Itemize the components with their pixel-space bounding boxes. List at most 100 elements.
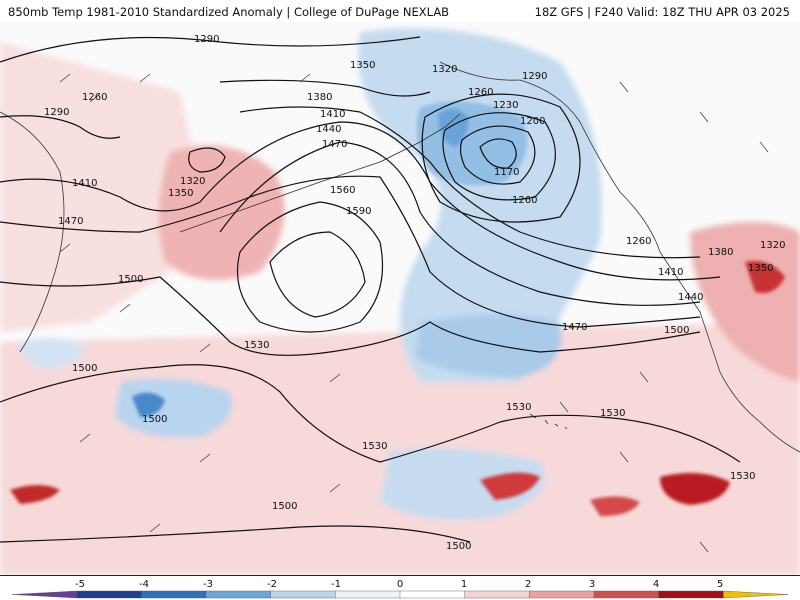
contour-label: 1560 [330, 185, 355, 196]
colorbar-graphic: -5 -4 -3 -2 -1 0 1 2 3 4 5 [11, 579, 789, 599]
contour-label: 1230 [493, 100, 518, 111]
colorbar-tick-label: -2 [267, 579, 277, 590]
contour-low-1260 [421, 93, 581, 223]
asia-coast [0, 111, 65, 353]
contour-label: 1320 [432, 64, 457, 75]
warm-core-south-center [480, 472, 540, 500]
colorbar-swatch [205, 590, 272, 599]
warm-core-southwest [10, 485, 60, 504]
contour-1500-south [0, 525, 471, 543]
aleutian-coastline [179, 113, 461, 233]
alaska-coastline [439, 61, 661, 253]
contour-label: 1440 [678, 292, 703, 303]
contour-1500-main [0, 276, 701, 356]
warm-core-south-right [590, 496, 640, 517]
contour-1350-north [219, 79, 431, 97]
contour-label: 1500 [142, 414, 167, 425]
contour-label: 1320 [180, 176, 205, 187]
colorbar-swatch [270, 590, 337, 599]
contour-label: 1350 [350, 60, 375, 71]
contour-label: 1530 [600, 408, 625, 419]
contour-label: 1530 [730, 471, 755, 482]
contour-label: 1200 [520, 116, 545, 127]
colorbar-swatch [529, 590, 595, 599]
contour-label: 1470 [58, 216, 83, 227]
colorbar-ticks: -5 -4 -3 -2 -1 0 1 2 3 4 5 [75, 579, 723, 590]
title-bar: 850mb Temp 1981-2010 Standardized Anomal… [0, 0, 800, 22]
colorbar-swatch [723, 590, 789, 599]
colorbar-swatch [658, 590, 725, 599]
contour-label: 1500 [664, 325, 689, 336]
contour-label: 1290 [194, 34, 219, 45]
contour-1440 [219, 141, 701, 306]
contour-label: 1530 [244, 340, 269, 351]
cool-core-west [132, 392, 165, 417]
map-area: 1290 1350 1320 1290 1260 1230 1200 1170 … [0, 22, 800, 575]
contour-label: 1590 [346, 206, 371, 217]
contour-1470 [0, 175, 701, 328]
warm-core-south-east [660, 473, 730, 505]
contour-label: 1290 [44, 107, 69, 118]
colorbar-tick-label: -1 [331, 579, 341, 590]
cool-anomaly-southeast-lobe [415, 314, 562, 377]
colorbar-tick-label: 1 [461, 579, 467, 590]
colorbar-tick-label: 4 [653, 579, 659, 590]
colorbar-tick-label: 0 [397, 579, 403, 590]
contour-label: 1410 [320, 109, 345, 120]
cool-anomaly-west [115, 378, 232, 438]
contour-label: 1320 [760, 240, 785, 251]
contour-ridge-west [188, 147, 226, 173]
contour-labels: 1290 1350 1320 1290 1260 1230 1200 1170 … [44, 34, 785, 552]
cool-anomaly-central [380, 448, 545, 520]
colorbar-swatch [141, 590, 207, 599]
contour-west-1290 [0, 115, 121, 139]
contour-label: 1260 [626, 236, 651, 247]
low-center-label: 1170 [494, 167, 519, 178]
warm-core-west-coast [745, 261, 785, 293]
north-america-west-coast [659, 251, 800, 453]
warm-anomaly-west-coast [690, 222, 800, 382]
contour-label: 1530 [506, 402, 531, 413]
wind-barbs [59, 73, 769, 553]
contour-low-1170 [479, 138, 517, 169]
cool-core-ring [416, 101, 528, 186]
colorbar-tick-label: -5 [75, 579, 85, 590]
colorbar-tick-label: 5 [717, 579, 723, 590]
colorbar-swatch [335, 590, 401, 599]
warm-anomaly-west [0, 42, 200, 332]
contour-label: 1500 [446, 541, 471, 552]
colorbar-tick-label: -3 [203, 579, 213, 590]
contour-1590 [269, 231, 366, 318]
colorbar-tick-label: -4 [139, 579, 149, 590]
contour-label: 1380 [307, 92, 332, 103]
contour-label: 1470 [322, 139, 347, 150]
contour-label: 1500 [272, 501, 297, 512]
contour-label: 1410 [72, 178, 97, 189]
contour-label: 1290 [522, 71, 547, 82]
contour-label: 1260 [82, 92, 107, 103]
height-contours [0, 36, 741, 543]
anomaly-colorbar: -5 -4 -3 -2 -1 0 1 2 3 4 5 [0, 575, 800, 600]
colorbar-swatch [464, 590, 531, 599]
contour-label: 1470 [562, 322, 587, 333]
contour-1380 [239, 106, 701, 259]
anomaly-shading [0, 28, 800, 575]
contour-1410 [0, 121, 721, 281]
colorbar-tick-label: 3 [589, 579, 595, 590]
cool-anomaly-small [20, 338, 85, 370]
warm-anomaly-ridge [158, 145, 285, 280]
colorbar-swatch [593, 590, 660, 599]
contour-label: 1260 [512, 195, 537, 206]
contour-low-1230 [442, 112, 556, 201]
contour-label: 1500 [72, 363, 97, 374]
contour-label: 1440 [316, 124, 341, 135]
model-run-info: 18Z GFS | F240 Valid: 18Z THU APR 03 202… [534, 5, 790, 19]
contour-label: 1500 [118, 274, 143, 285]
contour-label: 1410 [658, 267, 683, 278]
contour-1290-north [0, 36, 421, 63]
contour-label: 1350 [168, 188, 193, 199]
contour-label: 1350 [748, 263, 773, 274]
contour-label: 1380 [708, 247, 733, 258]
contour-low-1200 [459, 125, 536, 185]
